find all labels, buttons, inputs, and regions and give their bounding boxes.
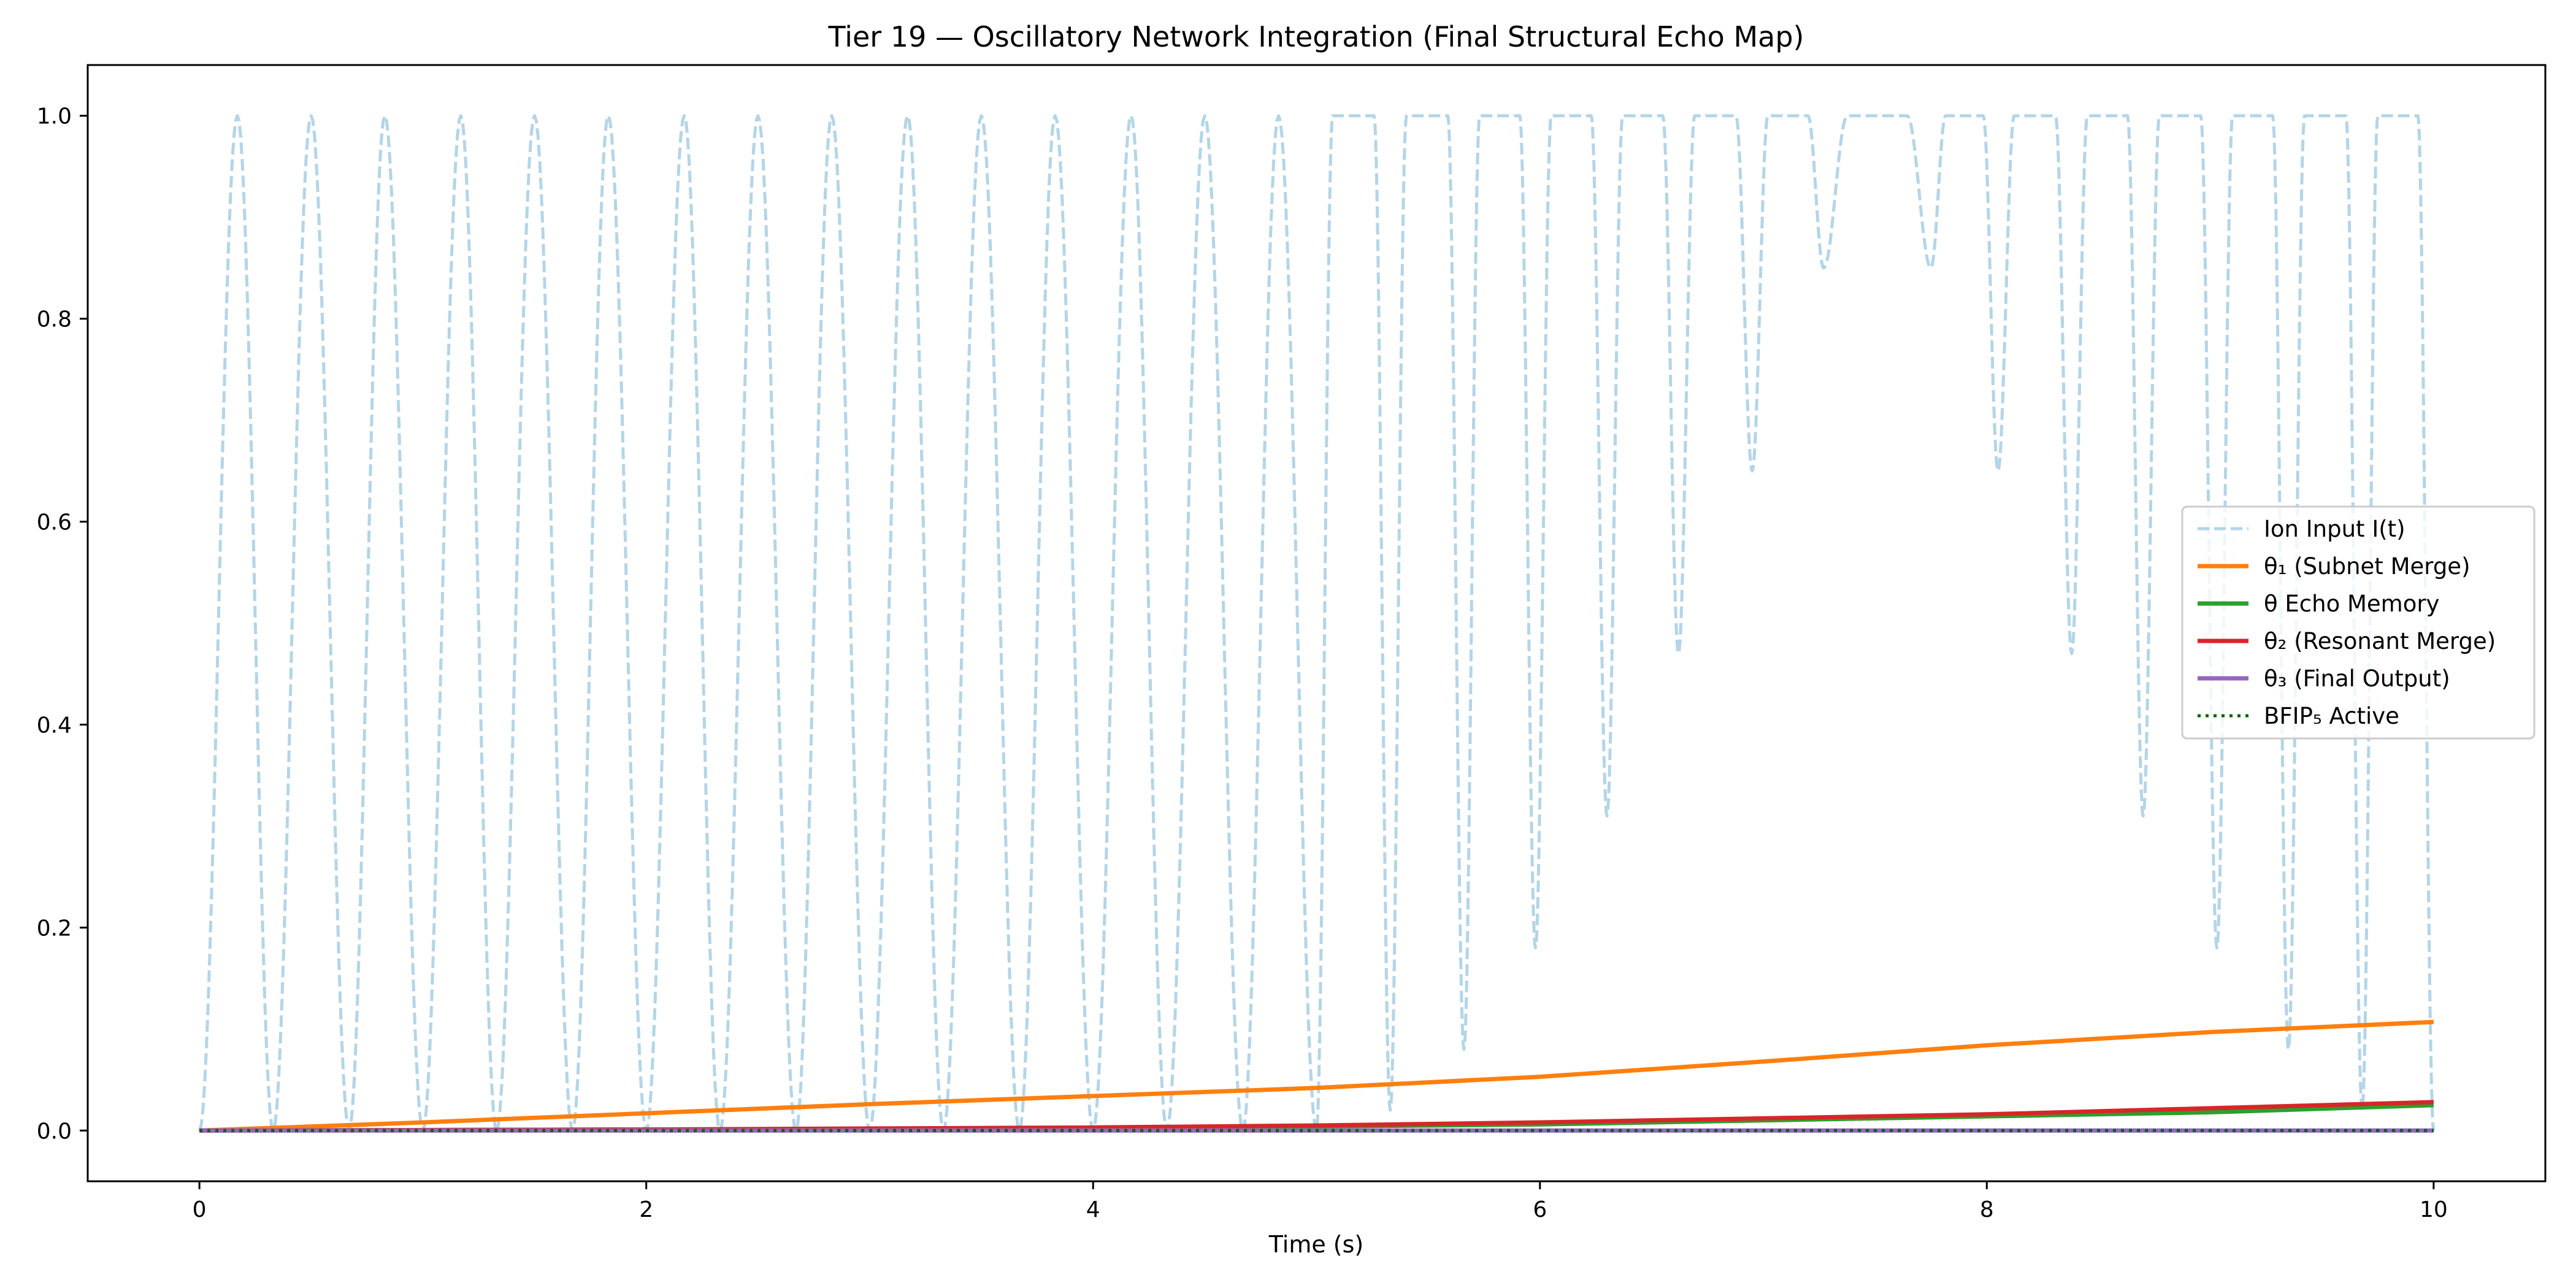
plot-area — [197, 114, 2436, 1133]
plot-frame — [86, 64, 2547, 1183]
x-tick-label: 2 — [639, 1197, 653, 1222]
x-tick-label: 0 — [193, 1197, 207, 1222]
series-group — [197, 114, 2436, 1133]
y-tick-label: 0.4 — [37, 713, 72, 738]
y-tick-label: 0.0 — [37, 1119, 72, 1144]
x-axis-label: Time (s) — [1268, 1231, 1364, 1258]
legend-box — [2181, 505, 2536, 740]
legend-label-5: BFIP₅ Active — [2264, 703, 2399, 729]
legend-label-2: θ Echo Memory — [2264, 591, 2439, 617]
x-tick-label: 4 — [1086, 1197, 1100, 1222]
axes: 0 2 4 6 8 10 0.0 0.2 0.4 0.6 0.8 1.0 — [37, 64, 2547, 1222]
legend-label-3: θ₂ (Resonant Merge) — [2264, 628, 2496, 654]
y-tick-label: 0.8 — [37, 307, 72, 332]
y-tick-label: 0.2 — [37, 916, 72, 941]
chart-title: Tier 19 — Oscillatory Network Integratio… — [828, 20, 1804, 53]
series-line-1 — [199, 1019, 2434, 1133]
legend: Ion Input I(t) θ₁ (Subnet Merge) θ Echo Me… — [2181, 505, 2536, 740]
x-tick-label: 10 — [2420, 1197, 2448, 1222]
legend-label-1: θ₁ (Subnet Merge) — [2264, 553, 2471, 580]
legend-label-4: θ₃ (Final Output) — [2264, 665, 2450, 692]
series-line-0 — [197, 114, 2436, 1132]
y-tick-label: 1.0 — [37, 104, 72, 129]
y-tick-label: 0.6 — [37, 510, 72, 535]
x-tick-label: 6 — [1533, 1197, 1547, 1222]
x-tick-label: 8 — [1980, 1197, 1994, 1222]
legend-label-0: Ion Input I(t) — [2264, 516, 2405, 542]
